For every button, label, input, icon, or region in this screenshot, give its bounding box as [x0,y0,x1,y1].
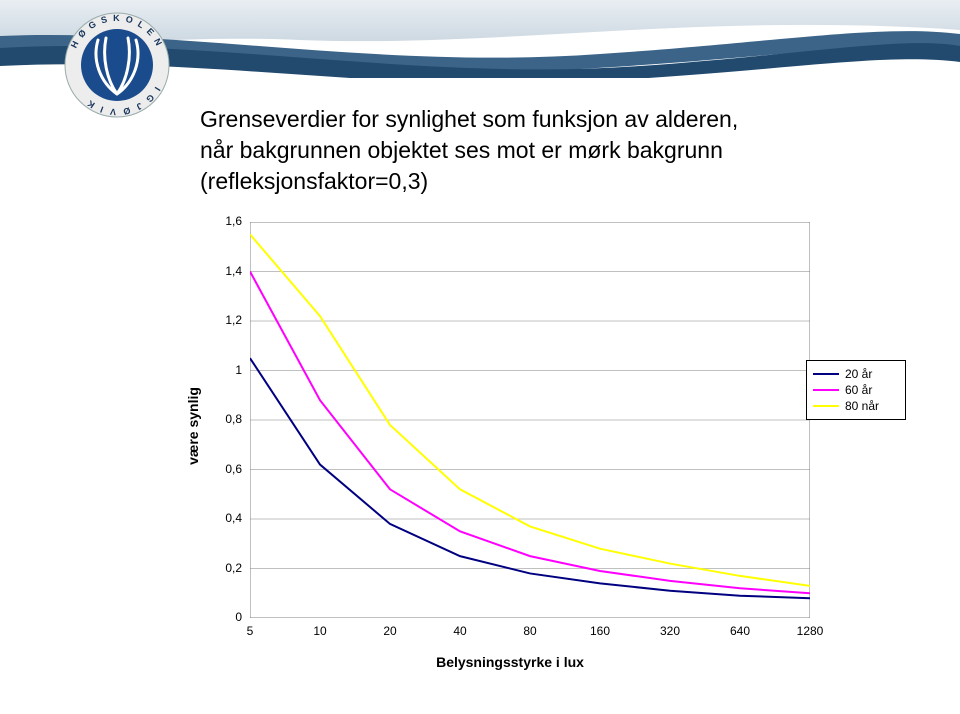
ytick-label: 0,4 [208,511,242,525]
ytick-label: 1,6 [208,214,242,228]
line-chart: Minimum luminanskontrast for at kontrast… [120,216,900,686]
xtick-label: 320 [650,624,690,638]
xlabel: Belysningsstyrke i lux [120,654,900,670]
legend-label: 60 år [845,383,872,397]
legend-item: 60 år [813,383,899,397]
title-line-2: når bakgrunnen objektet ses mot er mørk … [200,137,723,163]
title-line-3: (refleksjonsfaktor=0,3) [200,168,428,194]
xtick-label: 20 [370,624,410,638]
xtick-label: 40 [440,624,480,638]
legend: 20 år 60 år 80 når [806,360,906,420]
ytick-label: 0,6 [208,462,242,476]
xtick-label: 640 [720,624,760,638]
xtick-label: 10 [300,624,340,638]
xtick-label: 1280 [790,624,830,638]
ytick-label: 1 [208,363,242,377]
xtick-label: 5 [230,624,270,638]
ytick-label: 0,8 [208,412,242,426]
legend-label: 80 når [845,399,879,413]
legend-item: 20 år [813,367,899,381]
legend-label: 20 år [845,367,872,381]
legend-item: 80 når [813,399,899,413]
ylabel-line-2: være synlig [185,387,201,465]
title-line-1: Grenseverdier for synlighet som funksjon… [200,106,738,132]
ytick-label: 0 [208,610,242,624]
xtick-label: 160 [580,624,620,638]
plot-area [250,222,810,618]
ytick-label: 0,2 [208,561,242,575]
chart-title: Grenseverdier for synlighet som funksjon… [200,104,900,197]
school-logo: H Ø G S K O L E N I G J Ø V I K [62,10,172,120]
xtick-label: 80 [510,624,550,638]
ytick-label: 1,4 [208,264,242,278]
ytick-label: 1,2 [208,313,242,327]
